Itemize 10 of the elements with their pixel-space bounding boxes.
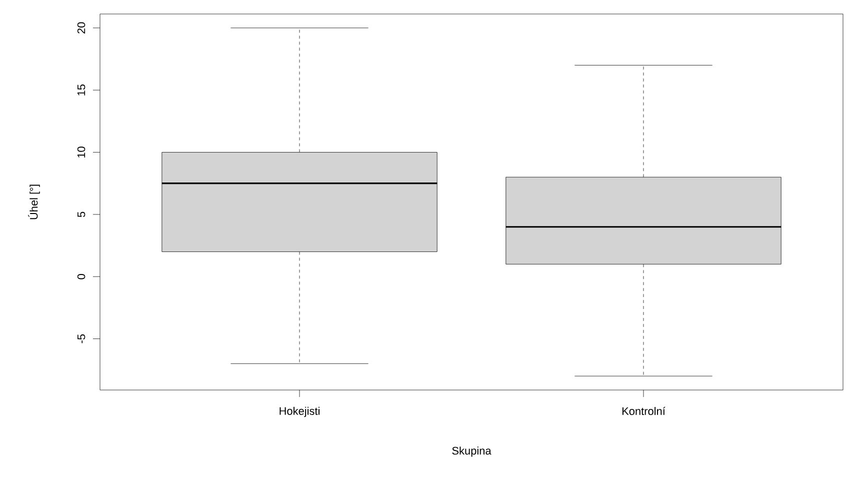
y-tick-label: 5 <box>78 212 86 218</box>
y-tick-label: -5 <box>78 334 86 344</box>
x-axis-title: Skupina <box>452 446 492 457</box>
x-tick-label: Hokejisti <box>280 406 320 418</box>
x-tick-label: Kontrolní <box>622 406 666 416</box>
y-tick-label: 0 <box>77 274 86 280</box>
y-axis-title: Úhel [°] <box>28 184 40 220</box>
y-tick-label: 10 <box>77 146 86 158</box>
y-tick-label: 15 <box>78 84 86 96</box>
y-tick-label: 20 <box>77 22 86 34</box>
